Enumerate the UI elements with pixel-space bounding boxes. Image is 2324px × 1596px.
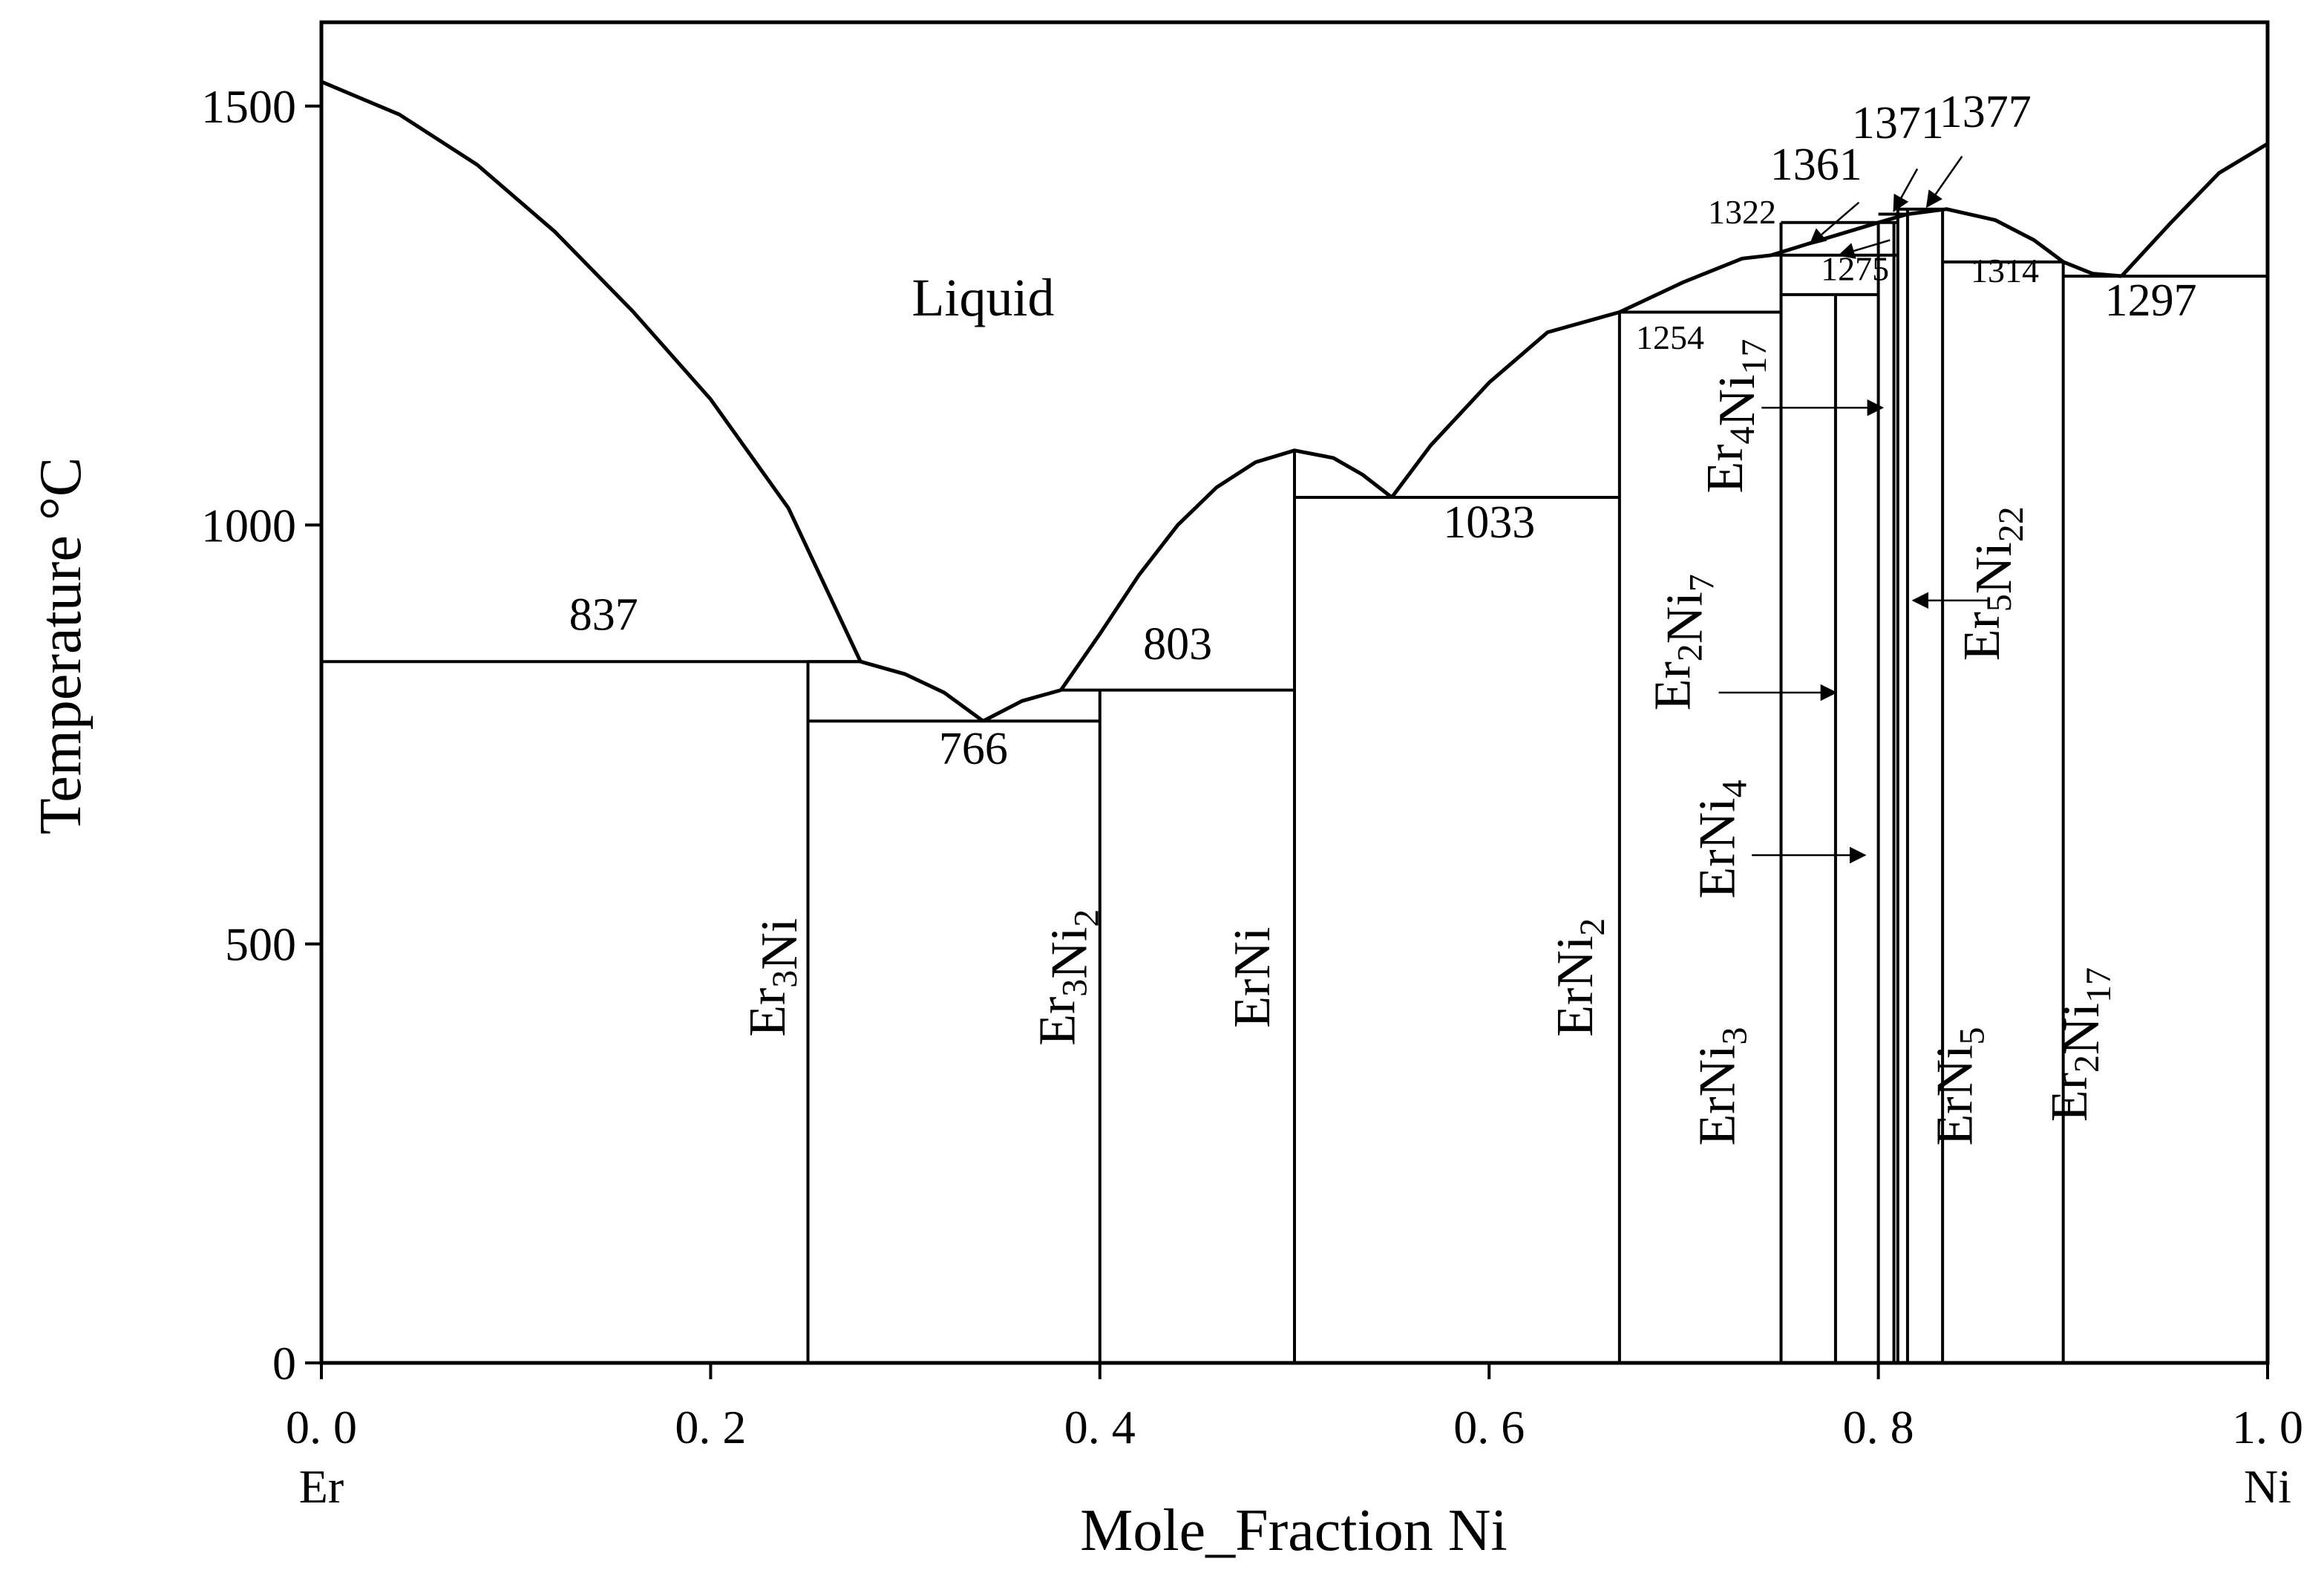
liquidus-curve xyxy=(1059,448,1393,692)
compound-label: ErNi xyxy=(1224,927,1281,1028)
x-tick-label: 0. 6 xyxy=(1453,1401,1525,1453)
pointer-arrow xyxy=(1838,239,1891,259)
compound-label: ErNi5 xyxy=(1926,1027,1991,1145)
liquidus-curve xyxy=(1390,310,1620,499)
liquidus-curve xyxy=(321,79,863,663)
x-tick-label: 0. 2 xyxy=(675,1401,746,1453)
compound-label: Er4Ni17 xyxy=(1697,339,1774,493)
pointer-arrow xyxy=(1893,168,1919,212)
liquidus-curve xyxy=(2120,142,2269,278)
compound-label: ErNi2 xyxy=(1547,918,1612,1037)
liquidus-curve xyxy=(1770,207,2065,264)
annotation-layer: Liquid8377668031033125412751322136113711… xyxy=(569,87,2197,1145)
temperature-label: 1297 xyxy=(2105,275,2197,326)
liquidus-curve xyxy=(2062,260,2122,278)
x-tick-label: 0. 0 xyxy=(286,1401,357,1453)
liquidus-curve xyxy=(1618,253,1772,314)
pointer-arrow xyxy=(1925,155,1963,209)
x-tick-label: 1. 0 xyxy=(2232,1401,2303,1453)
compound-label: Er2Ni7 xyxy=(1644,574,1721,710)
temperature-label: 1314 xyxy=(1971,252,2039,290)
temperature-label: 1033 xyxy=(1443,497,1535,548)
temperature-label: 803 xyxy=(1143,619,1212,670)
compound-label: Er3Ni2 xyxy=(1030,909,1107,1046)
liquidus-curve xyxy=(982,688,1062,723)
x-end-label: Er xyxy=(299,1460,344,1513)
compound-label: ErNi3 xyxy=(1689,1027,1755,1145)
temperature-label: 1322 xyxy=(1708,193,1776,231)
compound-label: Er2Ni17 xyxy=(2041,967,2118,1122)
x-axis-label: Mole_Fraction Ni xyxy=(1080,1498,1507,1563)
x-tick-label: 0. 4 xyxy=(1064,1401,1136,1453)
plot-frame xyxy=(319,20,2270,1365)
y-tick-label: 0 xyxy=(272,1337,296,1390)
x-end-label: Ni xyxy=(2244,1460,2291,1513)
compound-label: ErNi4 xyxy=(1689,779,1755,898)
temperature-label: 1371 xyxy=(1852,98,1944,148)
pointer-arrow xyxy=(1809,201,1860,246)
temperature-label: 766 xyxy=(939,724,1008,774)
liquidus-curve xyxy=(860,659,984,723)
y-axis-label: Temperature °C xyxy=(28,457,94,834)
x-tick-label: 0. 8 xyxy=(1843,1401,1914,1453)
temperature-label: 1275 xyxy=(1821,250,1889,288)
compound-label: Er5Ni22 xyxy=(1954,506,2031,661)
region-label: Liquid xyxy=(911,268,1054,327)
temperature-label: 1361 xyxy=(1770,140,1862,190)
compound-label: Er3Ni xyxy=(739,918,808,1037)
temperature-label: 1254 xyxy=(1636,318,1704,356)
y-tick-label: 1000 xyxy=(201,499,296,552)
y-tick-label: 1500 xyxy=(201,80,296,133)
temperature-label: 837 xyxy=(569,589,638,640)
temperature-label: 1377 xyxy=(1940,87,2032,137)
y-tick-label: 500 xyxy=(225,918,296,971)
